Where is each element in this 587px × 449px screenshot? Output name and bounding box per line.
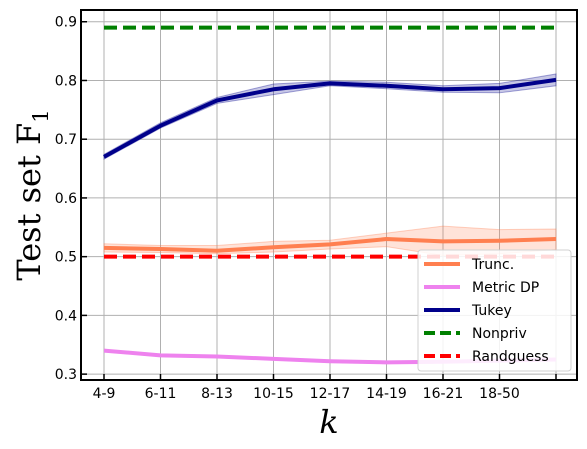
legend-label-randguess: Randguess — [472, 349, 549, 365]
x-tick-label-2: 8-13 — [201, 386, 233, 402]
y-axis-ticks: 0.3 0.4 0.5 0.6 0.7 0.8 0.9 — [55, 15, 87, 383]
series-line-trunc — [103, 237, 557, 253]
legend-label-nonpriv: Nonpriv — [472, 326, 527, 342]
x-tick-label-4: 12-17 — [310, 386, 351, 402]
y-tick-label-5: 0.8 — [55, 73, 77, 89]
y-tick-label-3: 0.6 — [55, 191, 77, 207]
x-tick-label-7: 18-50 — [479, 386, 520, 402]
x-tick-label-0: 4-9 — [93, 386, 116, 402]
y-axis-label-subscript: 1 — [29, 109, 53, 122]
legend: Trunc. Metric DP Tukey Nonpriv Randguess — [417, 249, 572, 372]
x-tick-label-3: 10-15 — [253, 386, 294, 402]
y-tick-label-2: 0.5 — [55, 250, 77, 266]
legend-label-metric-dp: Metric DP — [472, 280, 539, 296]
confidence-bands — [103, 73, 557, 256]
legend-label-trunc: Trunc. — [471, 257, 514, 273]
legend-box — [417, 249, 572, 372]
y-tick-label-4: 0.7 — [55, 132, 77, 148]
y-axis-label-main: Test set F — [10, 123, 48, 281]
y-tick-label-0: 0.3 — [55, 367, 77, 383]
series-line-tukey — [103, 77, 557, 159]
x-axis-ticks: 4-9 6-11 8-13 10-15 12-17 14-19 16-21 18-50 — [93, 374, 557, 402]
x-tick-label-1: 6-11 — [145, 386, 177, 402]
x-tick-label-6: 16-21 — [423, 386, 464, 402]
plot-frame — [80, 9, 578, 381]
series-band-tukey — [103, 73, 557, 161]
y-tick-label-6: 0.9 — [55, 15, 77, 31]
y-axis-label: Test set F1 — [10, 109, 53, 280]
y-tick-label-1: 0.4 — [55, 308, 77, 324]
legend-label-tukey: Tukey — [471, 303, 512, 319]
x-tick-label-5: 14-19 — [366, 386, 407, 402]
x-axis-label: k — [319, 403, 338, 441]
